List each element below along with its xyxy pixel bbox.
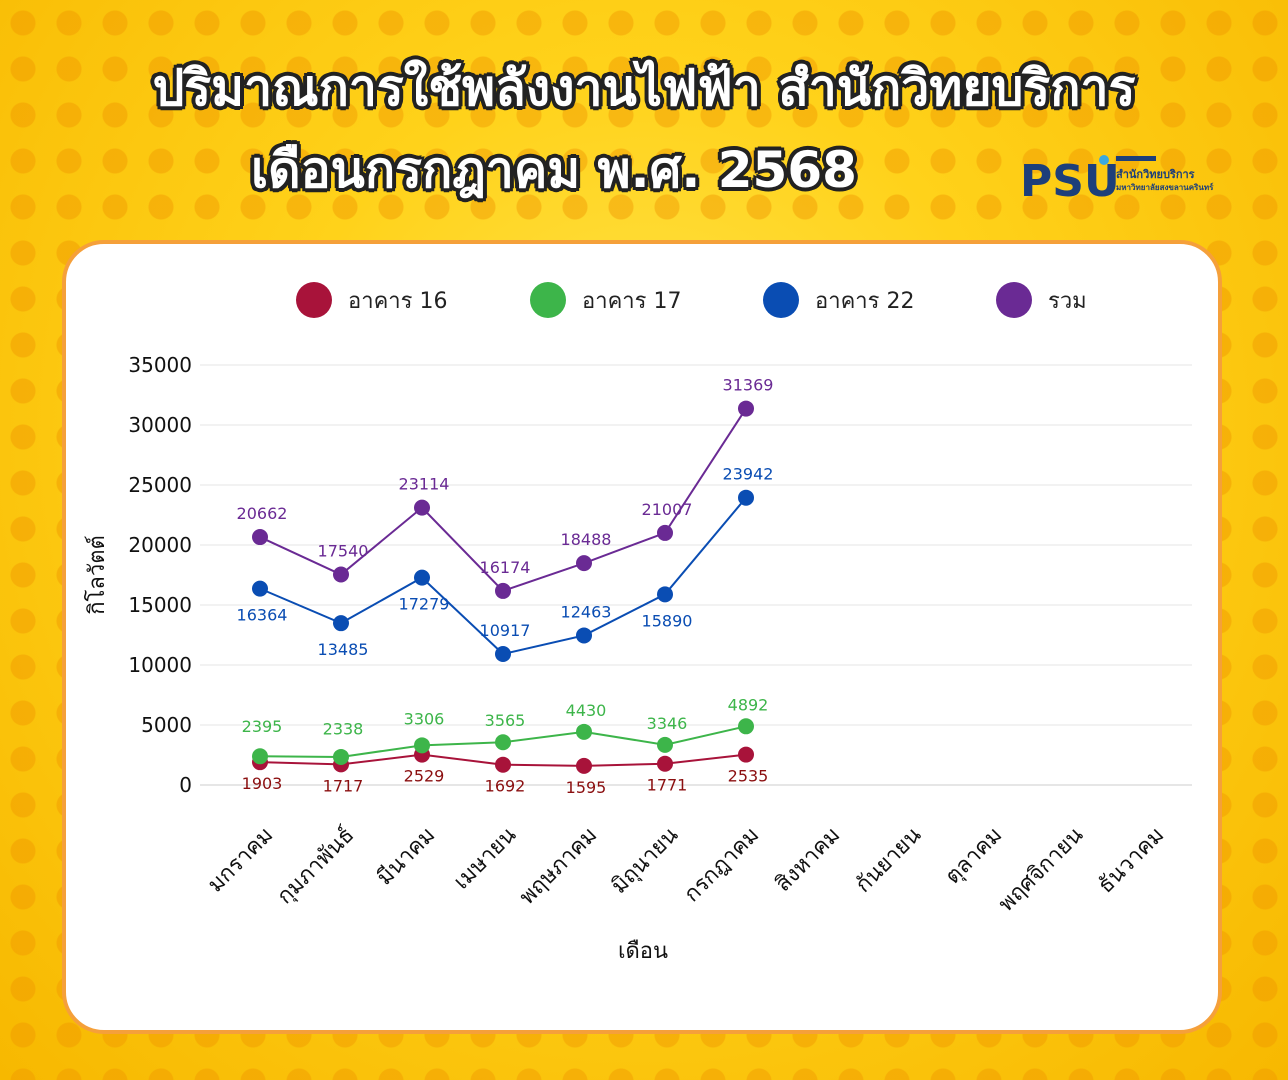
data-point (657, 736, 673, 753)
data-label: 3346 (647, 714, 688, 733)
data-label: 3565 (485, 711, 526, 730)
legend-label: อาคาร 17 (582, 289, 681, 314)
data-label: 1771 (647, 776, 688, 795)
svg-text:มหาวิทยาลัยสงขลานครินทร์: มหาวิทยาลัยสงขลานครินทร์ (1116, 182, 1214, 192)
legend-marker (296, 282, 332, 318)
x-tick-label: กรกฎาคม (680, 823, 765, 908)
data-label: 13485 (318, 640, 369, 659)
data-label: 20662 (237, 504, 288, 523)
data-label: 1595 (566, 778, 607, 797)
legend-label: อาคาร 22 (815, 289, 914, 314)
data-label: 4892 (728, 695, 769, 714)
chart-subtitle: เดือนกรกฎาคม พ.ศ. 2568 (251, 141, 857, 199)
legend-marker (530, 282, 566, 318)
data-label: 17279 (399, 595, 450, 614)
data-point (333, 615, 349, 632)
data-label: 23114 (399, 475, 450, 494)
data-point (657, 586, 673, 603)
data-label: 1692 (485, 777, 526, 796)
data-point (657, 755, 673, 772)
data-point (576, 627, 592, 644)
data-label: 17540 (318, 542, 369, 561)
data-label: 10917 (480, 621, 531, 640)
data-point (495, 645, 511, 662)
data-point (576, 723, 592, 740)
data-label: 23942 (723, 465, 774, 484)
data-point (414, 737, 430, 754)
data-point (414, 569, 430, 586)
data-label: 2529 (404, 767, 445, 786)
data-label: 2395 (242, 717, 283, 736)
y-tick-label: 5000 (141, 713, 192, 737)
x-axis-label: เดือน (618, 939, 668, 964)
data-label: 31369 (723, 376, 774, 395)
data-point (414, 499, 430, 516)
data-point (738, 489, 754, 506)
data-point (576, 555, 592, 572)
svg-text:สำนักวิทยบริการ: สำนักวิทยบริการ (1116, 168, 1195, 181)
data-label: 3306 (404, 710, 445, 729)
legend-label: อาคาร 16 (348, 289, 447, 314)
legend-label: รวม (1048, 289, 1087, 314)
data-point (738, 746, 754, 763)
y-tick-label: 30000 (128, 413, 192, 437)
data-point (576, 757, 592, 774)
data-point (657, 524, 673, 541)
data-label: 21007 (642, 500, 693, 519)
x-tick-label: กันยายน (851, 823, 926, 898)
y-tick-label: 10000 (128, 653, 192, 677)
y-tick-label: 15000 (128, 593, 192, 617)
data-label: 15890 (642, 611, 693, 630)
x-tick-label: มีนาคม (372, 823, 440, 891)
data-point (495, 582, 511, 599)
legend-marker (996, 282, 1032, 318)
data-point (252, 529, 268, 546)
legend-marker (763, 282, 799, 318)
data-label: 4430 (566, 701, 607, 720)
y-tick-label: 35000 (128, 353, 192, 377)
x-tick-label: ตุลาคม (941, 823, 1008, 890)
chart-title: ปริมาณการใช้พลังงานไฟฟ้า สำนักวิทยบริการ (152, 59, 1136, 117)
data-point (738, 718, 754, 735)
data-label: 1903 (242, 774, 283, 793)
data-label: 12463 (561, 602, 612, 621)
data-label: 16364 (237, 606, 288, 625)
data-point (333, 748, 349, 765)
data-point (738, 400, 754, 417)
y-tick-label: 20000 (128, 533, 192, 557)
data-point (495, 734, 511, 751)
data-label: 2338 (323, 719, 364, 738)
data-point (333, 566, 349, 583)
x-tick-label: พฤศจิกายน (994, 823, 1088, 917)
y-axis-label: กิโลวัตต์ (84, 535, 110, 615)
y-tick-label: 0 (179, 773, 192, 797)
data-point (252, 748, 268, 765)
y-tick-label: 25000 (128, 473, 192, 497)
chart-card (62, 240, 1222, 1034)
data-label: 1717 (323, 776, 364, 795)
psu-logo: PSU สำนักวิทยบริการ มหาวิทยาลัยสงขลานคริ… (1020, 155, 1214, 205)
x-tick-label: กุมภาพันธ์ (273, 823, 360, 910)
data-label: 16174 (480, 558, 531, 577)
x-tick-label: ธันวาคม (1093, 823, 1169, 899)
data-label: 18488 (561, 530, 612, 549)
x-tick-label: พฤษภาคม (515, 823, 602, 910)
x-tick-label: มิถุนายน (607, 823, 683, 899)
x-tick-label: เมษายน (449, 823, 521, 895)
x-tick-label: มกราคม (203, 823, 278, 898)
data-point (252, 580, 268, 597)
data-point (495, 756, 511, 773)
x-tick-label: สิงหาคม (771, 823, 845, 897)
data-label: 2535 (728, 767, 769, 786)
